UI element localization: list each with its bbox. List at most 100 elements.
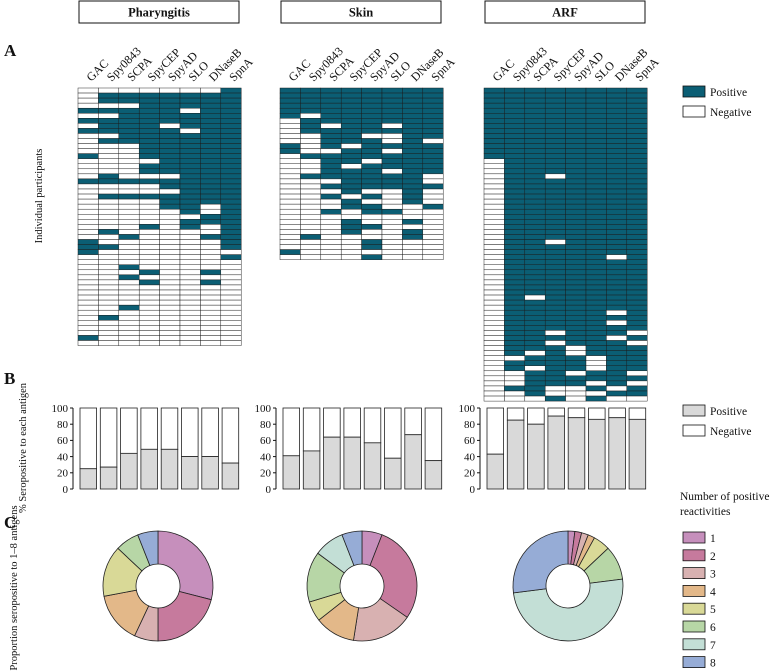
heatmap-cell xyxy=(361,208,383,215)
heatmap-cell xyxy=(585,395,607,402)
heatmap-cell xyxy=(200,289,222,296)
heatmap-cell xyxy=(200,274,222,281)
heatmap-cell xyxy=(77,128,99,134)
heatmap-cell xyxy=(504,365,526,372)
heatmap-cell xyxy=(138,264,160,271)
legend-swatch-c xyxy=(682,549,706,562)
heatmap-cell xyxy=(300,107,322,114)
heatmap-cell xyxy=(118,289,140,296)
y-tick-label: 60 xyxy=(260,435,272,447)
heatmap-cell xyxy=(179,239,201,245)
heatmap-cell xyxy=(279,87,301,94)
heatmap-cell xyxy=(565,92,587,99)
heatmap-cell xyxy=(300,244,322,250)
heatmap-cell xyxy=(320,219,342,225)
heatmap-cell xyxy=(565,102,587,109)
heatmap-cell xyxy=(483,395,505,402)
heatmap-cell xyxy=(565,173,587,180)
heatmap-cell xyxy=(483,304,505,311)
heatmap-cell xyxy=(279,123,301,129)
heatmap-cell xyxy=(402,87,424,94)
heatmap-cell xyxy=(300,143,322,149)
heatmap-cell xyxy=(361,249,383,255)
heatmap-cell xyxy=(320,158,342,164)
heatmap-cell xyxy=(300,208,322,215)
heatmap-cell xyxy=(138,123,160,129)
heatmap-cell xyxy=(200,143,222,149)
heatmap-cell xyxy=(200,229,222,235)
heatmap-cell xyxy=(361,239,383,245)
heatmap-cell xyxy=(300,178,322,185)
bar-negative xyxy=(384,407,402,459)
heatmap-cell xyxy=(159,148,181,154)
heatmap-cell xyxy=(565,224,587,230)
heatmap-cell xyxy=(320,254,342,260)
heatmap-cell xyxy=(504,284,526,291)
heatmap-cell xyxy=(220,239,242,245)
heatmap-cell xyxy=(483,390,505,397)
heatmap-cell xyxy=(483,365,505,372)
heatmap-cell xyxy=(118,123,140,129)
heatmap-cell xyxy=(159,294,181,301)
bar-positive xyxy=(527,423,545,490)
heatmap-cell xyxy=(544,289,566,296)
heatmap-cell xyxy=(98,178,120,185)
heatmap-cell xyxy=(118,234,140,240)
heatmap-cell xyxy=(626,304,648,311)
heatmap-cell xyxy=(504,370,526,377)
heatmap-cell xyxy=(159,315,181,321)
heatmap-cell xyxy=(483,309,505,316)
heatmap-cell xyxy=(585,123,607,129)
heatmap-cell xyxy=(402,229,424,235)
bar-positive xyxy=(221,462,240,490)
heatmap-cell xyxy=(504,299,526,306)
heatmap-cell xyxy=(565,269,587,276)
heatmap-cell xyxy=(544,325,566,331)
heatmap-cell xyxy=(381,203,403,210)
heatmap-cell xyxy=(118,309,140,316)
heatmap-cell xyxy=(179,198,201,205)
heatmap-cell xyxy=(565,274,587,281)
heatmap-cell xyxy=(544,390,566,397)
heatmap-cell xyxy=(483,198,505,205)
heatmap-cell xyxy=(381,244,403,250)
heatmap-cell xyxy=(220,163,242,170)
heatmap-cell xyxy=(179,158,201,164)
heatmap-cell xyxy=(585,385,607,392)
heatmap-cell xyxy=(320,143,342,149)
heatmap-cell xyxy=(279,183,301,190)
heatmap-cell xyxy=(606,244,628,250)
heatmap-cell xyxy=(504,138,526,144)
heatmap-cell xyxy=(422,178,444,185)
heatmap-cell xyxy=(524,365,546,372)
heatmap-cell xyxy=(585,163,607,170)
heatmap-cell xyxy=(220,173,242,180)
heatmap-cell xyxy=(77,118,99,124)
heatmap-cell xyxy=(98,193,120,200)
heatmap-cell xyxy=(626,244,648,250)
heatmap-cell xyxy=(300,249,322,255)
heatmap-cell xyxy=(544,158,566,164)
bar-positive xyxy=(282,455,301,490)
heatmap-cell xyxy=(340,208,362,215)
heatmap-cell xyxy=(544,92,566,99)
bar-negative xyxy=(527,407,545,425)
donut-slice xyxy=(137,530,159,567)
heatmap-cell xyxy=(402,173,424,180)
heatmap-cell xyxy=(606,87,628,94)
heatmap-cell xyxy=(524,128,546,134)
heatmap-cell xyxy=(340,113,362,119)
heatmap-cell xyxy=(220,294,242,301)
heatmap-cell xyxy=(504,325,526,331)
heatmap-cell xyxy=(585,92,607,99)
heatmap-cell xyxy=(138,158,160,164)
heatmap-cell xyxy=(606,330,628,336)
heatmap-cell xyxy=(279,113,301,119)
heatmap-cell xyxy=(524,148,546,154)
heatmap-cell xyxy=(504,87,526,94)
heatmap-cell xyxy=(524,325,546,331)
heatmap-cell xyxy=(402,92,424,99)
heatmap-cell xyxy=(179,133,201,139)
heatmap-cell xyxy=(504,224,526,230)
y-tick-label: 20 xyxy=(464,468,476,480)
